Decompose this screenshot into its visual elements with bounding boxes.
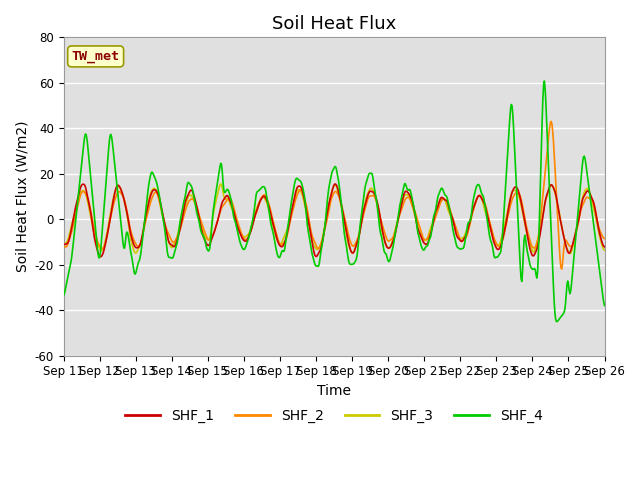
X-axis label: Time: Time [317,384,351,398]
Text: TW_met: TW_met [72,50,120,63]
Title: Soil Heat Flux: Soil Heat Flux [272,15,396,33]
Y-axis label: Soil Heat Flux (W/m2): Soil Heat Flux (W/m2) [15,120,29,272]
Legend: SHF_1, SHF_2, SHF_3, SHF_4: SHF_1, SHF_2, SHF_3, SHF_4 [120,403,548,428]
